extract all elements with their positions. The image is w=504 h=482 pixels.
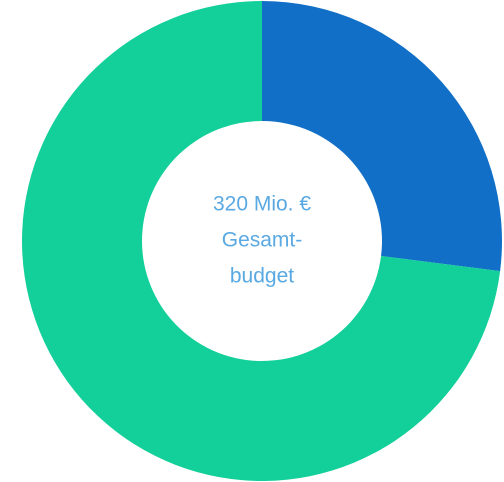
- donut-segment: [22, 1, 501, 481]
- center-label: budget: [230, 265, 294, 288]
- center-label: 320 Mio. €: [213, 193, 311, 216]
- donut-segment: [262, 1, 502, 272]
- center-label: Gesamt-: [222, 229, 303, 252]
